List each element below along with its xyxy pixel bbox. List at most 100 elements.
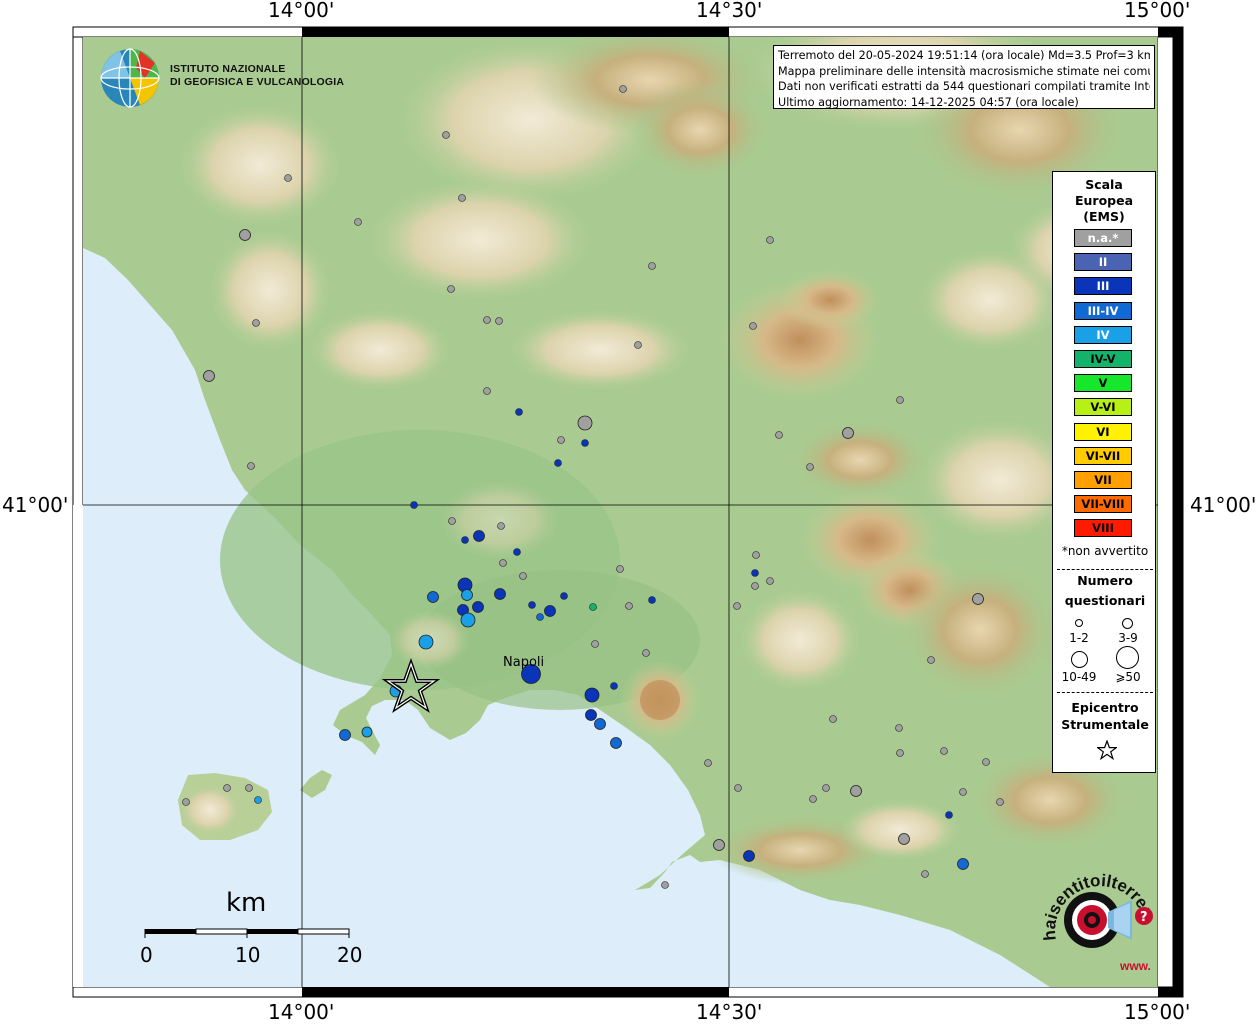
city-label-napoli: Napoli [503,655,544,670]
legend-title-line2: Europea [1074,193,1134,208]
intensity-point [354,218,362,226]
intensity-point [594,718,606,730]
intensity-point [499,559,507,567]
ingv-name-line2: DI GEOFISICA E VULCANOLOGIA [170,76,345,88]
intensity-point [806,463,814,471]
intensity-point [557,436,565,444]
intensity-point [619,85,627,93]
intensity-point [822,784,830,792]
intensity-point [577,415,593,431]
intensity-point [898,833,910,845]
intensity-point [829,715,837,723]
intensity-point [495,317,503,325]
intensity-point [775,431,783,439]
intensity-point [513,548,521,556]
intensity-point [704,759,712,767]
intensity-point [610,682,618,690]
intensity-point [284,174,292,182]
legend-swatch-iii: III [1074,277,1132,296]
intensity-point [749,322,757,330]
legend-swatch-ii: II [1074,253,1132,272]
intensity-point [661,881,669,889]
legend-title-line1: Scala [1085,177,1123,192]
intensity-point [945,811,953,819]
intensity-point [766,577,774,585]
intensity-point [751,582,759,590]
lon-label-bottom-1430: 14°30' [696,1000,763,1024]
legend-swatch-vii: VII [1074,471,1132,489]
intensity-point [589,603,597,611]
intensity-point [494,588,506,600]
count-circle-50 [1116,646,1139,669]
intensity-point [733,602,741,610]
intensity-point [223,784,231,792]
legend-panel: Scala Europea (EMS) n.a.* II III III-IV IV IV… [1052,171,1156,773]
legend-swatch-viii: VIII [1074,519,1132,538]
intensity-point [544,605,556,617]
intensity-point [252,319,260,327]
intensity-point [896,749,904,757]
intensity-point [842,427,854,439]
legend-swatch-iv: IV [1074,325,1132,344]
haisentito-badge: haisentitoilterremoto.it www. ? [1034,862,1159,973]
not-felt-note: *non avvertito [1061,544,1149,558]
info-line-event: Terremoto del 20-05-2024 19:51:14 (ora l… [778,49,1150,62]
intensity-point [447,285,455,293]
intensity-point [239,229,251,241]
intensity-point [850,785,862,797]
legend-swatch-vi: VI [1074,422,1132,441]
intensity-point [460,612,476,628]
intensity-point [642,649,650,657]
legend-swatch-na: n.a.* [1074,229,1132,247]
info-line-map: Mappa preliminare delle intensità macros… [778,64,1150,78]
lon-label-top-1500: 15°00' [1124,0,1191,22]
legend-title: Scala Europea (EMS) [1053,177,1155,225]
epicenter-legend-star-icon [1097,740,1117,760]
intensity-point [752,551,760,559]
earthquake-info-box: Terremoto del 20-05-2024 19:51:14 (ora l… [773,45,1155,109]
intensity-point [473,530,485,542]
intensity-point [339,729,351,741]
intensity-point [766,236,774,244]
scale-unit: km [226,888,267,918]
intensity-point [483,387,491,395]
count-title-2: questionari [1064,593,1146,608]
scale-tick-0: 0 [140,943,153,967]
legend-swatch-v: V [1074,374,1132,393]
intensity-point [616,565,624,573]
intensity-point [182,798,190,806]
intensity-point [515,408,523,416]
question-icon: ? [1135,907,1153,925]
intensity-point [734,784,742,792]
count-circle-1-2 [1075,619,1083,627]
epicenter-title-1: Epicentro [1071,700,1139,715]
intensity-point [959,788,967,796]
info-line-updated: Ultimo aggiornamento: 14-12-2025 04:57 (… [778,95,1079,109]
intensity-point [713,839,725,851]
scale-tick-20: 20 [337,943,363,967]
lat-label-left-4100: 41°00' [2,493,69,517]
count-title-1: Numero [1077,573,1133,588]
intensity-point [483,316,491,324]
intensity-point [247,462,255,470]
count-label-10-49: 10-49 [1061,670,1097,684]
scale-tick-10: 10 [235,943,261,967]
intensity-point [458,194,466,202]
intensity-point [581,439,589,447]
intensity-point [743,850,755,862]
count-label-50: ⩾50 [1115,670,1141,684]
legend-swatch-ivv: IV-V [1074,350,1132,368]
count-label-3-9: 3-9 [1118,631,1138,645]
badge-url-text: www. [1119,959,1151,973]
intensity-point [521,664,541,684]
intensity-point [940,747,948,755]
intensity-point [536,613,544,621]
scale-bar-graphic [144,928,350,938]
count-label-1-2: 1-2 [1069,631,1089,645]
lat-label-right-4100: 41°00' [1190,493,1256,517]
intensity-point [921,870,929,878]
intensity-point [528,601,536,609]
info-line-data: Dati non verificati estratti da 544 ques… [778,80,1150,94]
intensity-point [648,596,656,604]
intensity-point [519,572,527,580]
